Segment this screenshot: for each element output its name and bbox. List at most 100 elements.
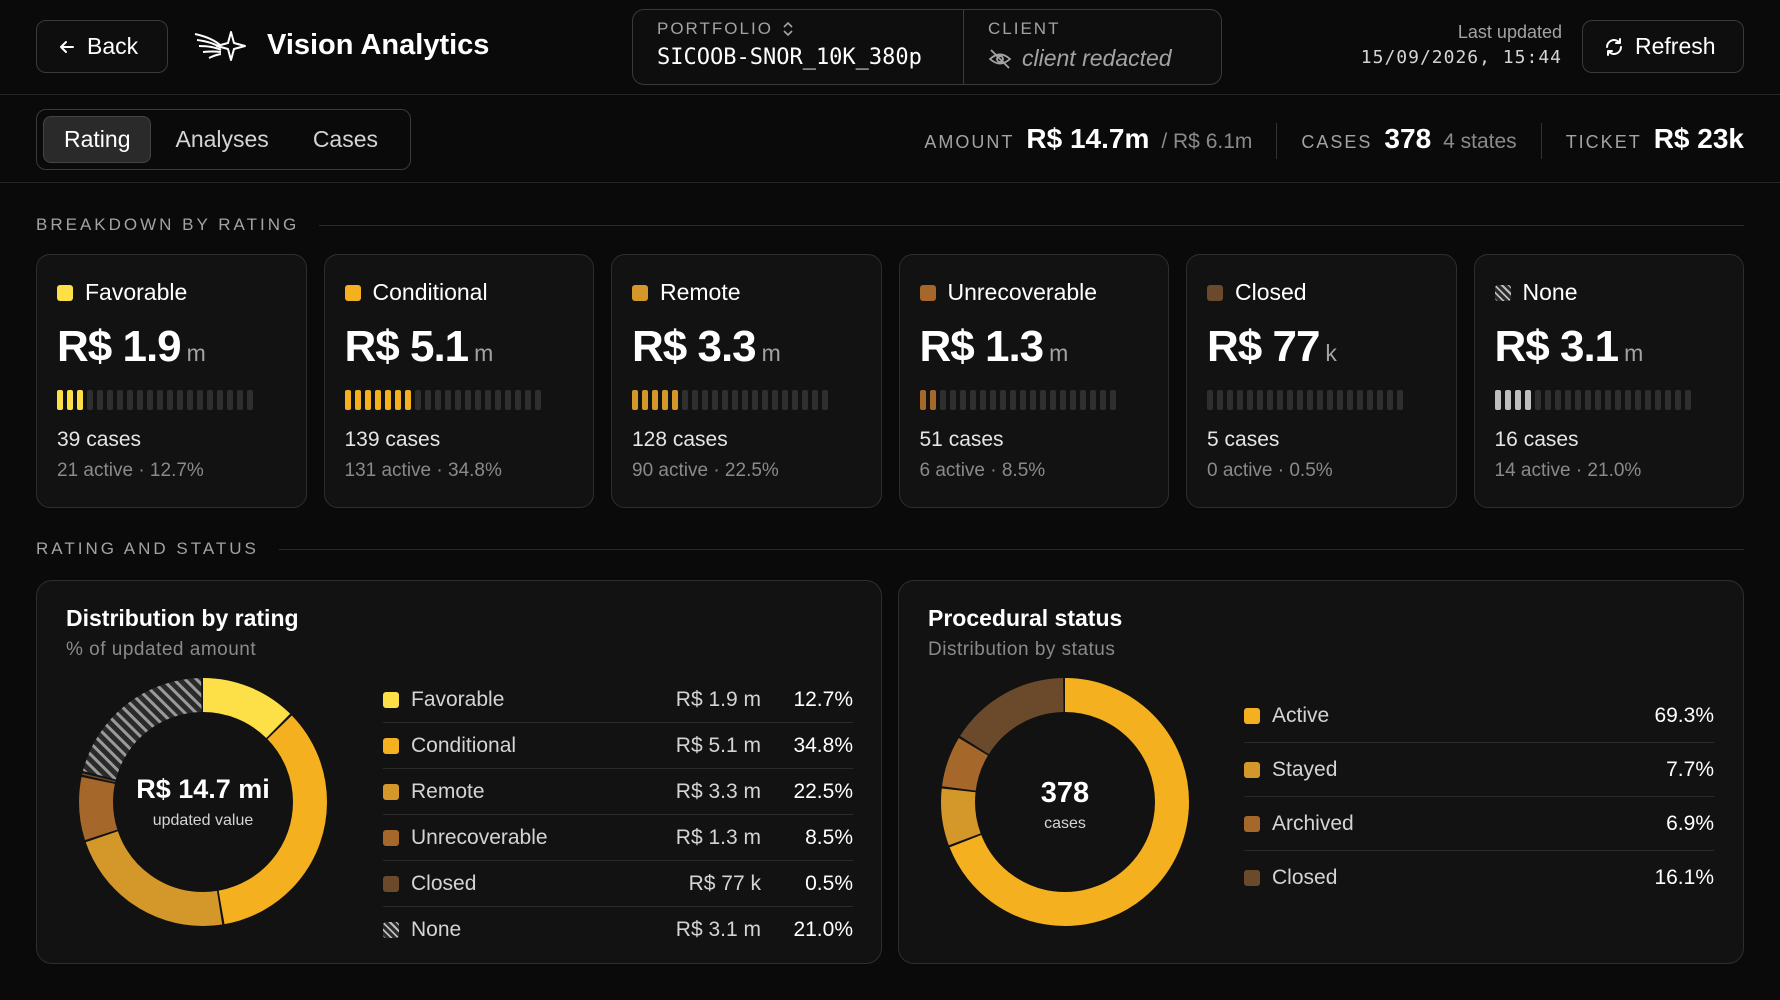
client-field: CLIENT client redacted [964,10,1196,84]
segment-empty [969,390,976,410]
distribution-slice-conditional[interactable] [79,678,327,926]
procedural-legend-pct: 7.7% [1666,757,1714,781]
segment-empty [534,390,541,410]
segment-empty [989,390,996,410]
tab-cases[interactable]: Cases [312,126,379,152]
distribution-legend-row-favorable[interactable]: Favorable R$ 1.9 m 12.7% [383,677,853,723]
distribution-legend-row-closed[interactable]: Closed R$ 77 k 0.5% [383,861,853,907]
distribution-legend-row-remote[interactable]: Remote R$ 3.3 m 22.5% [383,769,853,815]
kpi-cases-value: 378 [1384,123,1432,154]
segment-empty [237,390,243,410]
refresh-button[interactable]: Refresh [1582,20,1744,73]
rating-swatch [57,284,73,301]
segment-empty [1089,390,1096,410]
procedural-slice-stayed[interactable] [941,678,1189,926]
section-breakdown-label: BREAKDOWN BY RATING [36,215,300,234]
last-updated-label: Last updated [1457,22,1562,42]
tab-analyses[interactable]: Analyses [175,126,269,152]
rating-amount: R$ 1.9 [57,322,182,371]
portfolio-value: SICOOB-SNOR_10K_380p [657,45,922,70]
rating-card-header: Favorable [57,279,286,306]
segment-empty [1674,390,1681,410]
rating-meta: 14 active · 21.0% [1494,460,1642,481]
client-label: CLIENT [988,19,1061,38]
rating-card-header: Remote [632,279,861,306]
rating-card-remote[interactable]: Remote R$ 3.3 m 128 cases 90 active · 22.5% [611,254,882,508]
segment-empty [1237,390,1243,410]
distribution-slice-favorable[interactable] [79,678,327,926]
segment-filled [354,390,361,410]
rating-card-conditional[interactable]: Conditional R$ 5.1 m 139 cases 131 active · … [323,254,594,508]
segment-empty [97,390,103,410]
distribution-slice-unrecoverable[interactable] [79,678,327,926]
segment-empty [949,390,956,410]
distribution-legend-row-none[interactable]: None R$ 3.1 m 21.0% [383,907,853,953]
distribution-center-value: R$ 14.7 mi [136,774,270,804]
segment-empty [722,390,728,410]
rating-name: Remote [660,279,741,305]
distribution-legend-row-conditional[interactable]: Conditional R$ 5.1 m 34.8% [383,723,853,769]
portfolio-client-selector[interactable]: PORTFOLIO SICOOB-SNOR_10K_380p CLIENT cl… [632,9,1222,85]
segment-empty [187,390,193,410]
segment-filled [67,390,73,410]
segment-empty [1207,390,1213,410]
segment-empty [1534,390,1541,410]
rating-card-unrecoverable[interactable]: Unrecoverable R$ 1.3 m 51 cases 6 active · 8… [898,254,1169,508]
segment-empty [157,390,163,410]
distribution-donut: R$ 14.7 mi updated value [79,678,327,926]
rating-card-favorable[interactable]: Favorable R$ 1.9 m 39 cases 21 active · 12.7… [36,254,307,508]
segment-empty [1019,390,1026,410]
procedural-legend-swatch [1244,707,1260,724]
procedural-legend-row-closed[interactable]: Closed 16.1% [1244,851,1714,905]
segment-empty [414,390,421,410]
tab-rating[interactable]: Rating [43,116,152,163]
segment-empty [1079,390,1086,410]
kpi-bar: AMOUNT R$ 14.7m / R$ 6.1m CASES 378 4 st… [924,123,1744,159]
rating-cases: 5 cases [1207,428,1280,451]
segment-filled [642,390,648,410]
segment-empty [1069,390,1076,410]
rating-card-closed[interactable]: Closed R$ 77 k 5 cases 0 active · 0.5% [1186,254,1457,508]
rating-card-none[interactable]: None R$ 3.1 m 16 cases 14 active · 21.0% [1473,254,1744,508]
distribution-legend-name: Closed [411,871,477,895]
rating-swatch [344,284,361,301]
rating-amount-row: R$ 1.9 m [57,322,286,372]
distribution-legend-pct: 22.5% [793,779,853,803]
segment-empty [424,390,431,410]
segment-empty [1337,390,1343,410]
procedural-legend-pct: 69.3% [1654,703,1714,727]
segment-empty [1604,390,1611,410]
segment-empty [1347,390,1353,410]
segment-empty [762,390,768,410]
segment-empty [1049,390,1056,410]
section-rating-status-label: RATING AND STATUS [36,539,259,558]
segment-empty [1277,390,1283,410]
distribution-center-label: updated value [153,812,254,829]
distribution-legend-swatch [383,829,399,846]
distribution-legend-swatch [383,783,399,800]
toolbar: Rating Analyses Cases AMOUNT R$ 14.7m / … [0,95,1780,183]
segment-filled [77,390,83,410]
back-button[interactable]: Back [36,20,168,73]
segment-empty [772,390,778,410]
segment-empty [434,390,441,410]
kpi-amount: AMOUNT R$ 14.7m / R$ 6.1m [924,123,1276,159]
portfolio-selector[interactable]: PORTFOLIO SICOOB-SNOR_10K_380p [633,10,964,84]
segment-empty [454,390,461,410]
rating-cases: 139 cases [344,428,441,451]
procedural-legend-name-wrap: Stayed [1244,758,1622,782]
procedural-slice-active[interactable] [941,678,1189,926]
distribution-slice-remote[interactable] [79,678,327,926]
segment-empty [1584,390,1591,410]
distribution-legend-row-unrecoverable[interactable]: Unrecoverable R$ 1.3 m 8.5% [383,815,853,861]
kpi-cases-label: CASES [1301,132,1373,152]
view-tabs: Rating Analyses Cases [36,109,411,170]
rating-name: Conditional [372,279,488,305]
rating-card-header: Closed [1207,279,1436,306]
procedural-legend-row-archived[interactable]: Archived 6.9% [1244,797,1714,851]
kpi-ticket: TICKET R$ 23k [1540,123,1744,159]
distribution-subtitle: % of updated amount [66,639,257,660]
segment-filled [652,390,658,410]
procedural-legend-row-stayed[interactable]: Stayed 7.7% [1244,743,1714,797]
procedural-legend-row-active[interactable]: Active 69.3% [1244,689,1714,743]
